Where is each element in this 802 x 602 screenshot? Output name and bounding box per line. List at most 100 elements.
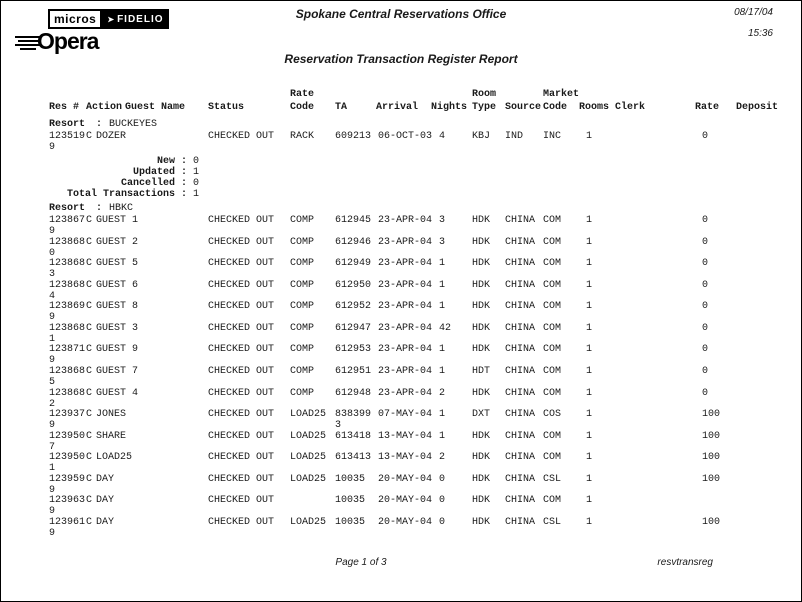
- cell-status: CHECKED OUT: [208, 473, 275, 485]
- cell-res-wrap: 3: [49, 269, 56, 281]
- cell-arrival: 23-APR-04: [378, 387, 433, 399]
- cell-market: COM: [543, 387, 562, 399]
- cell-rate_code: COMP: [290, 236, 315, 248]
- table-row: 123961 C DAY CHECKED OUT LOAD25 10035 20-MAY-0…: [1, 516, 801, 539]
- cell-res-wrap: 5: [49, 376, 56, 388]
- cell-market: COM: [543, 322, 562, 334]
- cell-room_type: HDK: [472, 322, 491, 334]
- fidelio-label: FIDELIO: [117, 13, 164, 25]
- table-row: 123869 C GUEST 8 CHECKED OUT COMP 612952 23-AP…: [1, 301, 801, 324]
- cell-nights: 1: [439, 301, 446, 313]
- table-row: 123950 C LOAD25 CHECKED OUT LOAD25 613413 13-M…: [1, 452, 801, 474]
- cell-rooms: 1: [586, 387, 593, 399]
- cell-rate: 0: [702, 131, 709, 142]
- cell-res: 123519: [49, 131, 86, 142]
- cell-nights: 1: [439, 409, 446, 421]
- opera-logo: Opera: [14, 28, 99, 55]
- col-header-deposit: Deposit: [736, 102, 779, 113]
- cell-room_type: HDK: [472, 452, 491, 464]
- cell-nights: 1: [439, 344, 446, 356]
- summary-line: Updated : 1: [1, 167, 801, 189]
- cell-status: CHECKED OUT: [208, 215, 275, 226]
- cell-market: COM: [543, 301, 562, 313]
- cell-market: COM: [543, 215, 562, 226]
- cell-room_type: HDK: [472, 301, 491, 313]
- cell-ta: 613413: [335, 452, 372, 464]
- cell-source: CHINA: [505, 258, 536, 270]
- cell-market: INC: [543, 131, 562, 142]
- cell-rate_code: LOAD25: [290, 516, 327, 528]
- cell-market: COS: [543, 409, 562, 421]
- cell-rooms: 1: [586, 215, 593, 226]
- cell-ta: 613418: [335, 430, 372, 442]
- col-header-res: Res #: [49, 102, 80, 113]
- cell-source: CHINA: [505, 301, 536, 313]
- cell-nights: 0: [439, 516, 446, 528]
- cell-res-wrap: 9: [49, 420, 56, 432]
- cell-market: COM: [543, 430, 562, 442]
- table-row: 123959 C DAY CHECKED OUT LOAD25 10035 20-MAY-0…: [1, 473, 801, 496]
- cell-nights: 0: [439, 473, 446, 485]
- cell-ta: 612950: [335, 279, 372, 291]
- cell-res: 123869: [49, 301, 86, 313]
- cell-action: C: [86, 409, 93, 421]
- cell-res: 123937: [49, 409, 86, 421]
- cell-market: COM: [543, 365, 562, 377]
- cell-guest: DAY: [96, 473, 115, 485]
- cell-rate: 0: [702, 387, 709, 399]
- cell-ta: 612945: [335, 215, 372, 226]
- cell-source: CHINA: [505, 516, 536, 528]
- page-number: Page 1 of 3: [335, 557, 387, 568]
- col-header-clerk: Clerk: [615, 102, 646, 113]
- table-row: 123868 C GUEST 7 CHECKED OUT COMP 612951 23-AP…: [1, 365, 801, 388]
- cell-res: 123868: [49, 365, 86, 377]
- col-header-rate: Rate: [695, 102, 720, 113]
- cell-room_type: HDK: [472, 387, 491, 399]
- cell-room_type: KBJ: [472, 131, 491, 142]
- cell-status: CHECKED OUT: [208, 452, 275, 464]
- micros-logo-text: micros: [48, 9, 103, 29]
- cell-action: C: [86, 236, 93, 248]
- cell-rooms: 1: [586, 495, 593, 507]
- opera-logo-text: Opera: [37, 28, 99, 54]
- cell-ta: 10035: [335, 516, 366, 528]
- cell-res-wrap: 9: [49, 506, 56, 518]
- cell-status: CHECKED OUT: [208, 495, 275, 507]
- cell-market: COM: [543, 258, 562, 270]
- col-header-nights: Nights: [431, 102, 468, 113]
- cell-rate_code: COMP: [290, 279, 315, 291]
- cell-arrival: 23-APR-04: [378, 322, 433, 334]
- cell-rooms: 1: [586, 344, 593, 356]
- cell-source: CHINA: [505, 279, 536, 291]
- summary-value: 0: [193, 156, 200, 167]
- cell-res-wrap: 9: [49, 484, 56, 496]
- cell-nights: 2: [439, 452, 446, 464]
- cell-ta: 612952: [335, 301, 372, 313]
- cell-res: 123963: [49, 495, 86, 507]
- col-header-market-code-1: Market: [543, 89, 580, 100]
- table-row: 123868 C GUEST 6 CHECKED OUT COMP 612950 23-AP…: [1, 279, 801, 302]
- cell-room_type: HDK: [472, 473, 491, 485]
- cell-source: CHINA: [505, 473, 536, 485]
- cell-status: CHECKED OUT: [208, 387, 275, 399]
- cell-ta: 612953: [335, 344, 372, 356]
- cell-res-wrap: 1: [49, 333, 56, 345]
- cell-nights: 2: [439, 387, 446, 399]
- cell-market: COM: [543, 279, 562, 291]
- cell-res-wrap: 9: [49, 312, 56, 324]
- cell-rate_code: LOAD25: [290, 452, 327, 464]
- summary-value: 1: [193, 189, 200, 200]
- cell-arrival: 07-MAY-04: [378, 409, 433, 421]
- cell-res-wrap: 4: [49, 290, 56, 302]
- cell-nights: 1: [439, 365, 446, 377]
- cell-ta: 612951: [335, 365, 372, 377]
- cell-res: 123959: [49, 473, 86, 485]
- resort-label: Resort: [49, 203, 86, 214]
- cell-guest: DAY: [96, 516, 115, 528]
- cell-guest: GUEST 2: [96, 236, 139, 248]
- cell-action: C: [86, 452, 93, 464]
- cell-market: COM: [543, 452, 562, 464]
- cell-status: CHECKED OUT: [208, 279, 275, 291]
- cell-rate_code: COMP: [290, 387, 315, 399]
